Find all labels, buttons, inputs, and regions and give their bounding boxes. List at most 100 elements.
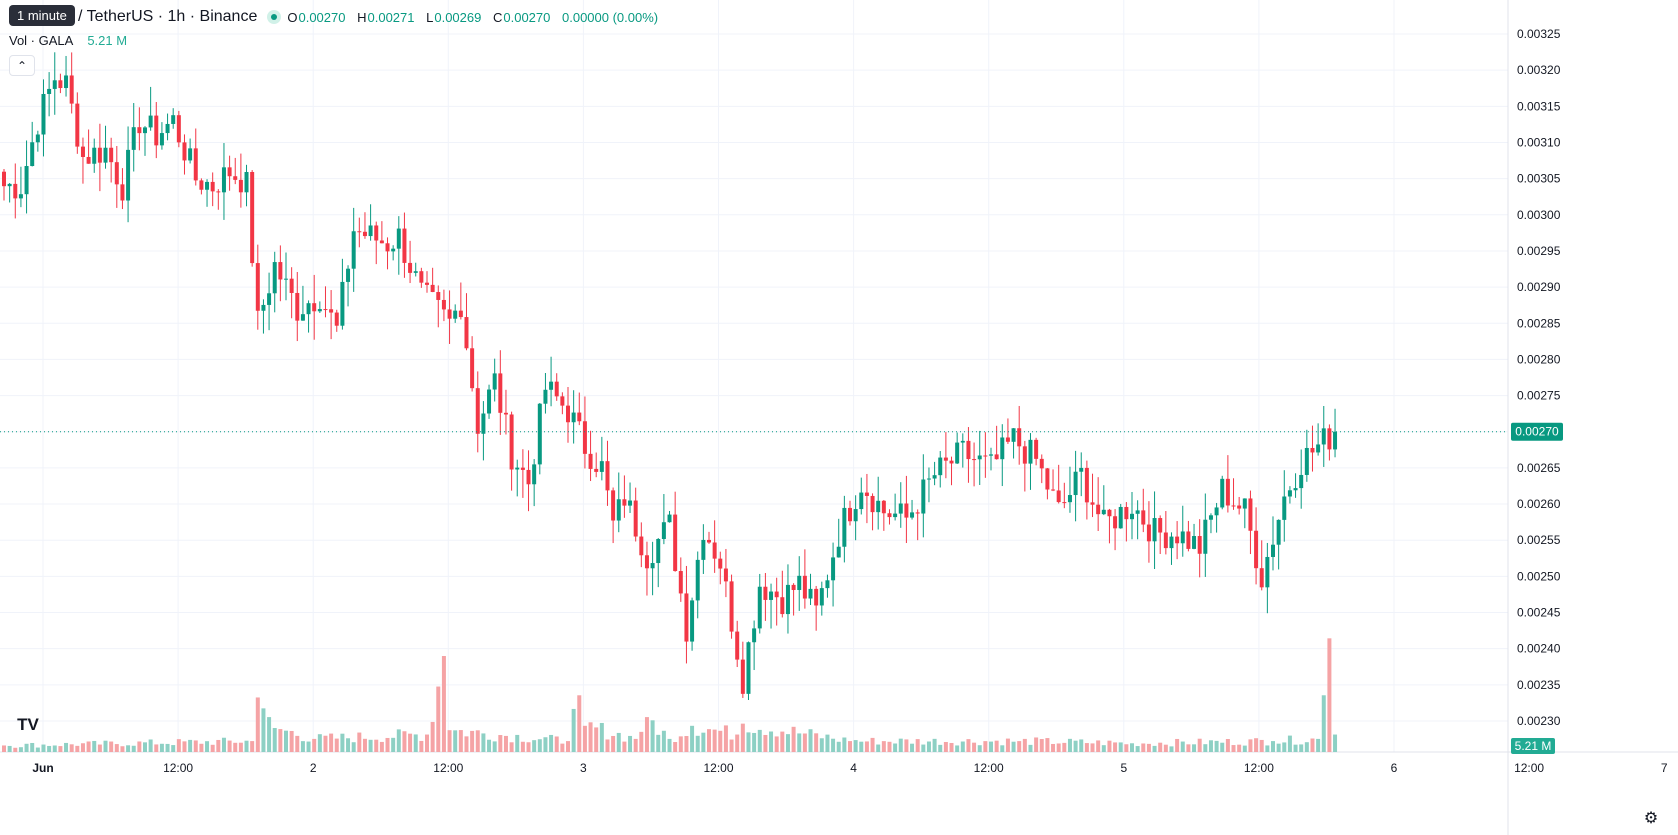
volume-bar xyxy=(1265,745,1270,752)
candle-body xyxy=(554,381,559,397)
x-tick-label: 3 xyxy=(580,761,587,775)
candle-body xyxy=(464,317,469,349)
volume-bar xyxy=(983,741,988,752)
volume-badge xyxy=(1511,738,1555,754)
candle-body xyxy=(808,588,813,599)
volume-bar xyxy=(80,743,85,752)
candle-body xyxy=(769,591,774,600)
candle-body xyxy=(300,314,305,321)
candle-body xyxy=(887,513,892,518)
volume-bar xyxy=(1316,738,1321,752)
volume-bar xyxy=(735,734,740,752)
candle-body xyxy=(616,499,621,521)
last-price-label: 0.00270 xyxy=(1515,425,1559,439)
candle-body xyxy=(1225,478,1230,506)
x-tick-label: 12:00 xyxy=(974,761,1004,775)
candle-body xyxy=(1056,490,1061,503)
candle-body xyxy=(667,514,672,523)
candle-body xyxy=(1180,531,1185,544)
candle-body xyxy=(910,512,915,518)
volume-bar xyxy=(312,738,317,752)
y-tick-label: 0.00295 xyxy=(1517,244,1561,258)
candle-body xyxy=(870,495,875,513)
y-tick-label: 0.00280 xyxy=(1517,352,1561,366)
volume-bar xyxy=(1096,740,1101,752)
candle-body xyxy=(419,271,424,283)
volume-bar xyxy=(949,742,954,752)
volume-badge-label: 5.21 M xyxy=(1515,739,1552,753)
candle-body xyxy=(385,243,390,252)
volume-bar xyxy=(594,727,599,752)
candle-body xyxy=(1000,437,1005,460)
volume-bar xyxy=(1208,740,1213,752)
candle-body xyxy=(571,412,576,423)
candle-body xyxy=(932,475,937,479)
volume-bar xyxy=(977,745,982,752)
candle-body xyxy=(690,600,695,642)
volume-bar xyxy=(1248,739,1253,752)
candle-body xyxy=(58,80,63,89)
volume-bar xyxy=(97,744,102,752)
candle-body xyxy=(695,559,700,601)
volume-bar xyxy=(1304,742,1309,752)
volume-bar xyxy=(492,741,497,752)
candle-body xyxy=(1152,518,1157,542)
volume-bar xyxy=(346,738,351,752)
volume-bar xyxy=(1101,745,1106,752)
volume-bar xyxy=(1197,738,1202,752)
volume-bar xyxy=(379,741,384,752)
candle-body xyxy=(1333,431,1338,450)
collapse-legend-button[interactable]: ⌃ xyxy=(9,55,35,76)
candle-body xyxy=(379,240,384,244)
volume-bar xyxy=(729,739,734,752)
candle-body xyxy=(1310,447,1315,453)
volume-bar xyxy=(938,744,943,752)
candle-body xyxy=(176,115,181,143)
volume-bar xyxy=(1254,738,1259,752)
candle-body xyxy=(757,586,762,629)
volume-bar xyxy=(819,738,824,752)
candle-body xyxy=(1135,510,1140,514)
volume-bar xyxy=(1327,638,1332,752)
volume-bar xyxy=(464,736,469,752)
x-tick-label: 12:00 xyxy=(703,761,733,775)
volume-bar xyxy=(323,735,328,752)
candle-body xyxy=(357,231,362,233)
candle-body xyxy=(515,467,520,470)
candle-body xyxy=(1062,502,1067,504)
volume-bar xyxy=(943,741,948,752)
tradingview-logo-icon[interactable]: TV xyxy=(17,715,39,734)
gear-icon[interactable]: ⚙ xyxy=(1643,810,1659,827)
symbol-title[interactable]: / TetherUS · 1h · Binance xyxy=(78,8,258,25)
volume-bar xyxy=(989,741,993,752)
y-tick-label: 0.00310 xyxy=(1517,135,1561,149)
candle-body xyxy=(1299,474,1304,489)
volume-bar xyxy=(972,742,977,752)
volume-bar xyxy=(1175,738,1180,752)
candle-body xyxy=(537,403,542,465)
volume-bar xyxy=(13,747,18,752)
candle-body xyxy=(1045,468,1050,490)
interval-tooltip: 1 minute xyxy=(9,5,75,26)
volume-bar xyxy=(385,737,390,752)
candle-body xyxy=(1096,504,1101,515)
candle-body xyxy=(306,303,311,315)
candle-body xyxy=(1146,524,1151,542)
volume-bar xyxy=(921,744,926,752)
volume-bar xyxy=(1124,744,1129,752)
volume-bar xyxy=(667,738,672,752)
volume-bar xyxy=(340,733,345,752)
candle-body xyxy=(47,88,52,94)
candle-body xyxy=(1073,471,1078,496)
volume-bar xyxy=(1084,743,1089,752)
volume-bar xyxy=(1034,737,1039,752)
candle-body xyxy=(1039,458,1044,469)
candle-body xyxy=(622,499,627,506)
volume-bar xyxy=(188,739,193,752)
y-tick-label: 0.00240 xyxy=(1517,642,1561,656)
candle-body xyxy=(92,147,97,164)
candle-body xyxy=(238,179,243,193)
volume-value: 5.21 M xyxy=(87,33,128,48)
volume-bar xyxy=(419,740,424,752)
